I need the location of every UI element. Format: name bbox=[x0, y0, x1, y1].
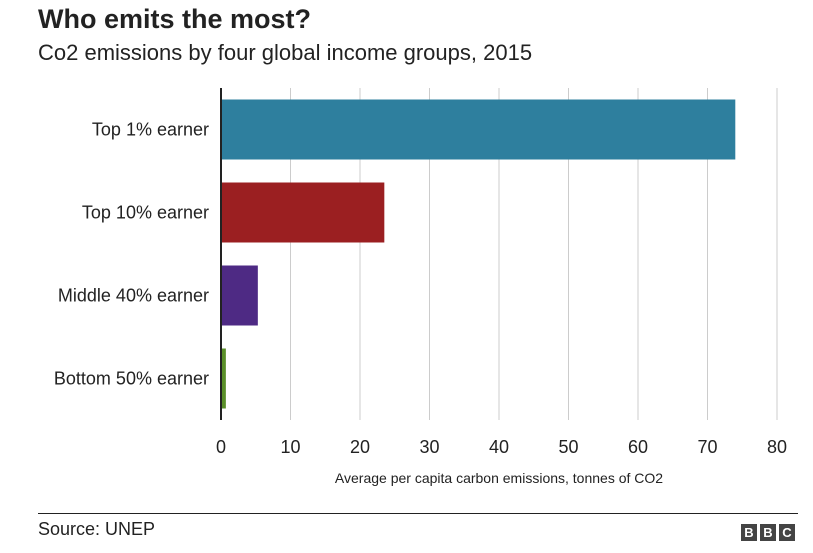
x-tick-label: 20 bbox=[350, 437, 370, 457]
x-tick-label: 80 bbox=[767, 437, 787, 457]
x-tick-label: 30 bbox=[419, 437, 439, 457]
bbc-logo: B B C bbox=[741, 524, 795, 541]
category-label: Top 1% earner bbox=[92, 120, 209, 140]
category-label: Middle 40% earner bbox=[58, 286, 209, 306]
category-labels: Top 1% earner Top 10% earner Middle 40% ea… bbox=[54, 120, 209, 389]
x-tick-labels: 0 10 20 30 40 50 60 70 80 bbox=[216, 437, 787, 457]
x-tick-label: 70 bbox=[697, 437, 717, 457]
chart-title: Who emits the most? bbox=[38, 4, 312, 34]
bbc-logo-letter: C bbox=[779, 524, 795, 541]
bar bbox=[221, 182, 385, 243]
x-axis-label: Average per capita carbon emissions, ton… bbox=[335, 470, 663, 486]
bars bbox=[221, 99, 736, 409]
chart-subtitle: Co2 emissions by four global income grou… bbox=[38, 40, 533, 65]
bbc-logo-letter: B bbox=[741, 524, 757, 541]
x-tick-label: 10 bbox=[280, 437, 300, 457]
category-label: Bottom 50% earner bbox=[54, 369, 209, 389]
x-tick-label: 0 bbox=[216, 437, 226, 457]
bbc-logo-letter: B bbox=[760, 524, 776, 541]
x-tick-label: 40 bbox=[489, 437, 509, 457]
source-text: Source: UNEP bbox=[38, 519, 156, 539]
bar bbox=[221, 265, 258, 326]
footer-divider bbox=[38, 513, 798, 514]
bar bbox=[221, 99, 736, 160]
x-tick-label: 60 bbox=[628, 437, 648, 457]
category-label: Top 10% earner bbox=[82, 203, 209, 223]
x-tick-label: 50 bbox=[558, 437, 578, 457]
bar bbox=[221, 348, 226, 409]
